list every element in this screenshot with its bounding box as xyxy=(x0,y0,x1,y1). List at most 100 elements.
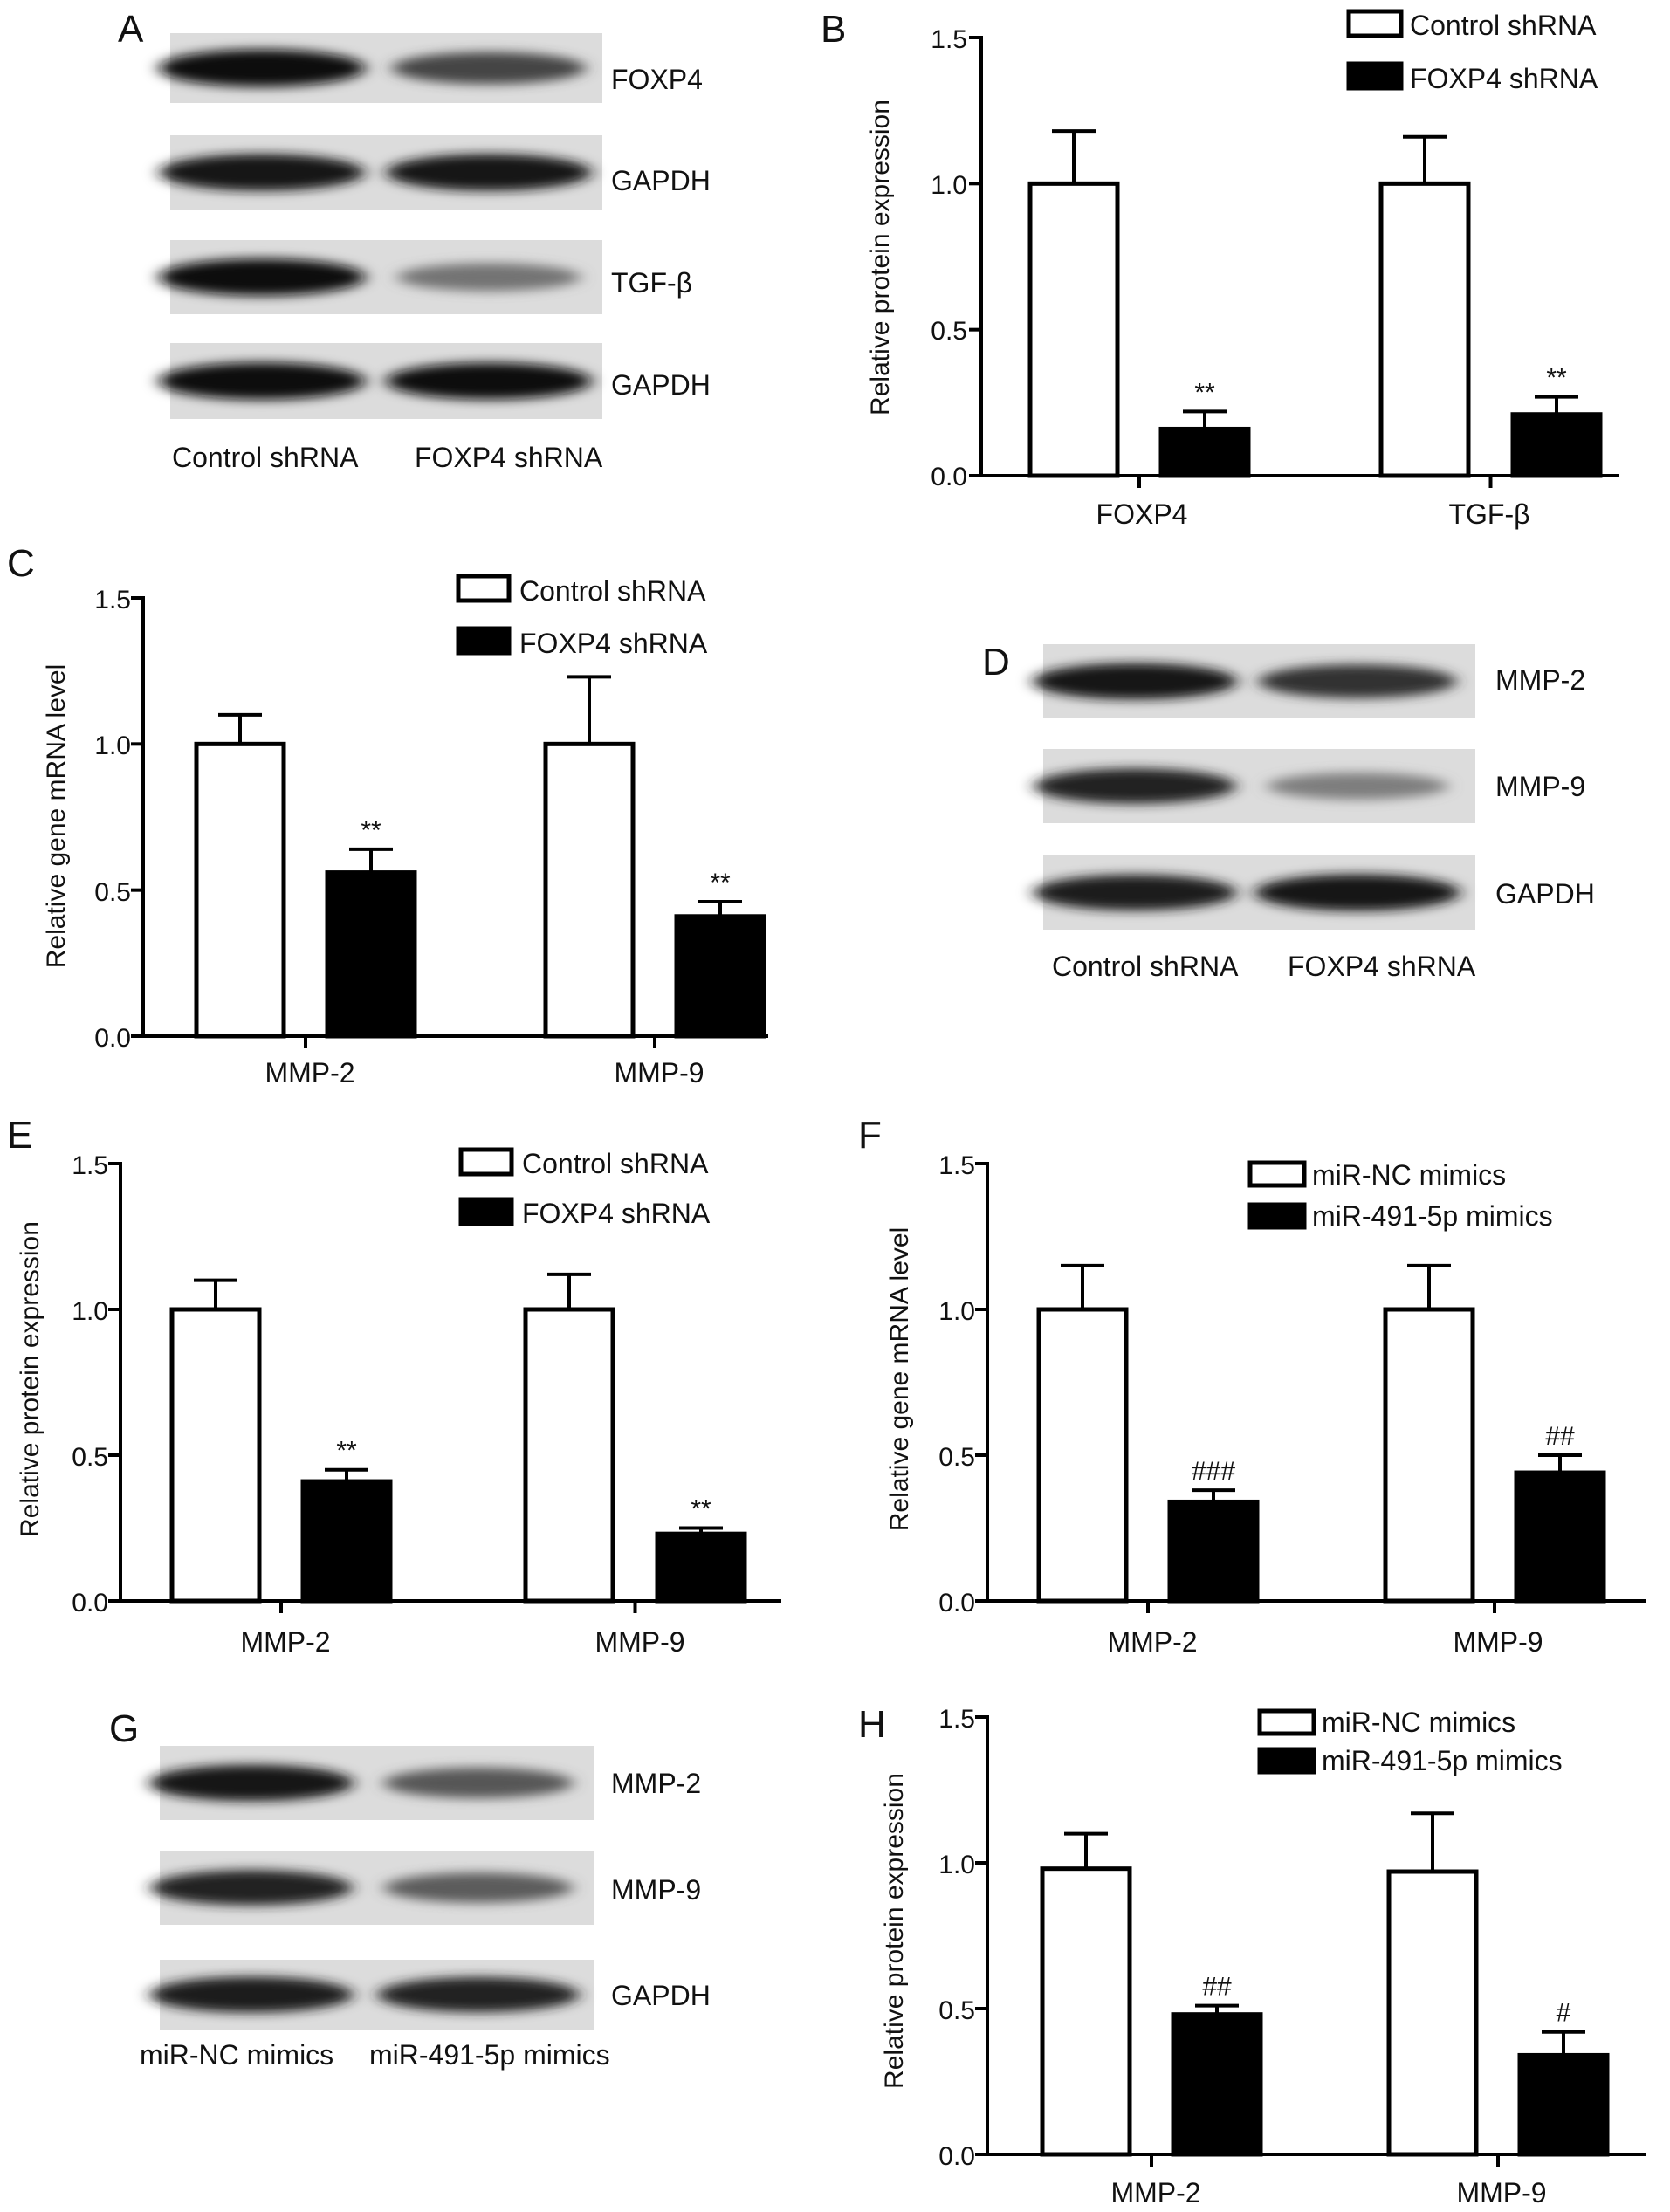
chart-b-ytick-0: 0.0 xyxy=(931,463,967,491)
blot-g-band-2-0 xyxy=(149,1976,354,2013)
chart-b-ytick-3: 1.5 xyxy=(931,25,967,54)
chart-c-significance-1-1: ** xyxy=(710,869,731,897)
chart-c-legend-swatch-1 xyxy=(456,574,512,603)
chart-b-legend-label-2: FOXP4 shRNA xyxy=(1410,63,1598,94)
panel-c: C **** Relative gene mRNA level 0.0 0.5 … xyxy=(7,542,768,1089)
blot-g-band-1-0 xyxy=(150,1870,353,1906)
blot-a xyxy=(158,33,602,419)
chart-c-ytick-0: 0.0 xyxy=(94,1024,131,1053)
chart-b-legend-swatch-1 xyxy=(1346,9,1404,38)
blot-g-row-2-label: MMP-9 xyxy=(611,1874,701,1906)
blot-g xyxy=(149,1746,594,2030)
panel-a: A FOXP4 GAPDH TGF-β GAPDH Control shRNA … xyxy=(118,8,711,473)
chart-c-significance-1-0: ** xyxy=(361,816,381,845)
chart-f-category-1: MMP-2 xyxy=(1107,1626,1197,1658)
chart-e-ytick-2: 1.0 xyxy=(72,1297,108,1326)
chart-b-bar-1-0 xyxy=(1158,426,1251,478)
panel-f: F ##### Relative gene mRNA level 0.0 0.5… xyxy=(858,1114,1646,1658)
chart-f-bar-1-1 xyxy=(1514,1470,1606,1604)
chart-h-category-2: MMP-9 xyxy=(1456,2177,1546,2208)
blot-d-row-3-label: GAPDH xyxy=(1495,878,1595,910)
panel-e: E ** ** Relative protein expression 0.0 0… xyxy=(7,1114,781,1658)
chart-b-ytick-2: 1.0 xyxy=(931,171,967,200)
chart-b-bar-0-1 xyxy=(1378,181,1471,478)
chart-c: ** ** xyxy=(131,596,768,1048)
chart-e-bar-1-1 xyxy=(655,1531,747,1604)
chart-e-significance-1-0: ** xyxy=(336,1437,357,1466)
chart-c-category-1: MMP-2 xyxy=(265,1057,354,1089)
chart-h-bar-1-0 xyxy=(1171,2012,1263,2157)
blot-a-row-3-label: TGF-β xyxy=(611,267,692,299)
chart-h: ### xyxy=(975,1715,1646,2167)
chart-e-legend-label-1: Control shRNA xyxy=(522,1148,709,1179)
chart-e-legend-swatch-1 xyxy=(458,1147,514,1177)
chart-e-ytick-1: 0.5 xyxy=(72,1443,108,1472)
chart-b-significance-1-0: ** xyxy=(1194,378,1215,407)
blot-g-row-3-label: GAPDH xyxy=(611,1980,711,2011)
blot-g-band-1-1 xyxy=(384,1872,573,1903)
chart-h-bar-1-1 xyxy=(1517,2052,1610,2157)
chart-b-legend-label-1: Control shRNA xyxy=(1410,10,1597,41)
blot-a-band-0-1 xyxy=(392,52,586,85)
blot-d-band-2-1 xyxy=(1254,874,1460,911)
chart-f-legend-label-2: miR-491-5p mimics xyxy=(1312,1200,1553,1232)
chart-f-significance-1-0: ### xyxy=(1192,1457,1235,1486)
blot-d-band-0-1 xyxy=(1258,664,1457,698)
panel-letter-e: E xyxy=(7,1114,32,1157)
blot-d-lane-1-label: Control shRNA xyxy=(1052,951,1239,982)
chart-c-category-2: MMP-9 xyxy=(614,1057,704,1089)
blot-g-lane-1-label: miR-NC mimics xyxy=(140,2039,333,2071)
chart-b-category-1: FOXP4 xyxy=(1096,498,1188,530)
chart-b-significance-1-1: ** xyxy=(1546,364,1567,393)
chart-f-bar-1-0 xyxy=(1167,1499,1260,1604)
chart-f-ytick-2: 1.0 xyxy=(938,1297,975,1326)
blot-d-band-0-0 xyxy=(1033,663,1237,700)
chart-b-bar-1-1 xyxy=(1510,412,1603,478)
chart-h-ytick-1: 0.5 xyxy=(938,1996,975,2025)
chart-f-significance-1-1: ## xyxy=(1545,1422,1575,1451)
chart-h-legend-swatch-1 xyxy=(1257,1708,1316,1736)
chart-c-bar-0-0 xyxy=(194,741,286,1039)
panel-letter-f: F xyxy=(858,1114,882,1157)
chart-e-bar-0-0 xyxy=(169,1307,262,1604)
panel-letter-a: A xyxy=(118,8,144,51)
chart-f-category-2: MMP-9 xyxy=(1453,1626,1543,1658)
chart-f-legend-swatch-1 xyxy=(1247,1160,1307,1188)
chart-h-bar-0-1 xyxy=(1386,1869,1479,2157)
blot-d-band-1-0 xyxy=(1034,768,1236,804)
chart-e-significance-1-1: ** xyxy=(691,1495,711,1524)
blot-a-lane-1-label: Control shRNA xyxy=(172,442,359,473)
panel-letter-d: D xyxy=(982,641,1010,684)
chart-e: ** ** xyxy=(108,1162,781,1613)
blot-a-lane-2-label: FOXP4 shRNA xyxy=(415,442,603,473)
chart-c-ytick-3: 1.5 xyxy=(94,586,131,615)
blot-a-row-2-label: GAPDH xyxy=(611,165,711,196)
blot-a-band-2-1 xyxy=(397,263,581,292)
chart-f-ylabel: Relative gene mRNA level xyxy=(885,1227,914,1532)
blot-g-lane-2-label: miR-491-5p mimics xyxy=(369,2039,610,2071)
blot-g-band-0-0 xyxy=(149,1764,354,1802)
chart-e-ylabel: Relative protein expression xyxy=(16,1221,45,1537)
panel-letter-h: H xyxy=(858,1703,886,1746)
chart-h-category-1: MMP-2 xyxy=(1110,2177,1200,2208)
panel-letter-c: C xyxy=(7,542,35,585)
chart-c-ytick-1: 0.5 xyxy=(94,878,131,907)
blot-a-band-0-0 xyxy=(158,49,366,87)
blot-a-row-1-label: FOXP4 xyxy=(611,64,703,95)
blot-a-band-3-1 xyxy=(386,362,592,400)
blot-d-band-1-1 xyxy=(1267,773,1448,800)
chart-h-legend-swatch-2 xyxy=(1257,1747,1316,1775)
panel-letter-b: B xyxy=(821,8,846,51)
chart-f-bar-0-1 xyxy=(1383,1307,1475,1604)
blot-a-band-1-1 xyxy=(386,154,592,191)
chart-h-significance-1-1: # xyxy=(1557,1999,1571,2028)
chart-f-ytick-3: 1.5 xyxy=(938,1151,975,1180)
chart-e-legend-swatch-2 xyxy=(458,1197,514,1226)
chart-b-bar-0-0 xyxy=(1027,181,1120,478)
chart-h-legend-label-2: miR-491-5p mimics xyxy=(1322,1745,1563,1776)
chart-e-bar-1-0 xyxy=(300,1479,393,1604)
chart-c-bar-1-0 xyxy=(325,870,417,1039)
chart-b-category-2: TGF-β xyxy=(1448,498,1529,530)
chart-f-ytick-0: 0.0 xyxy=(938,1589,975,1618)
